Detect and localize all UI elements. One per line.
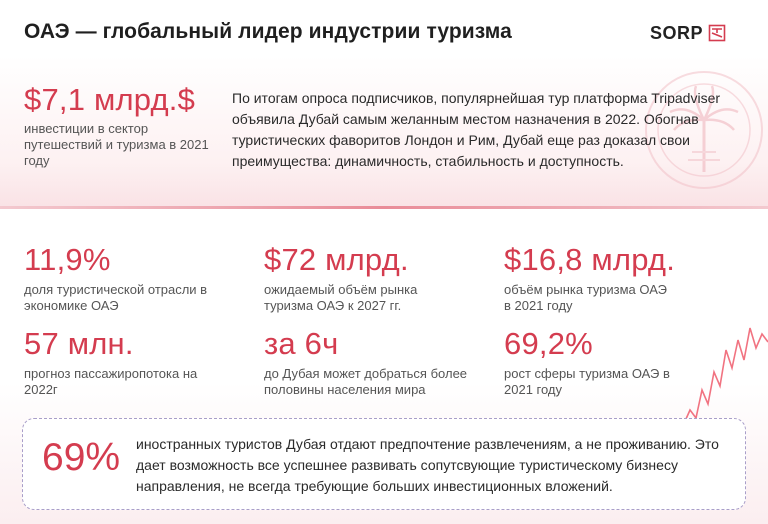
highlight-box — [22, 418, 746, 510]
stat-caption: ожидаемый объём рынка туризма ОАЭ к 2027… — [264, 282, 418, 313]
stat-value: за 6ч — [264, 326, 339, 361]
top-band — [0, 56, 768, 208]
top-value: $7,1 млрд.$ — [24, 82, 196, 117]
brand-logo: SORP — [650, 22, 726, 44]
stat-value: 11,9% — [24, 242, 111, 277]
stat-caption: доля туристической отрасли в экономике О… — [24, 282, 208, 313]
stat-caption: до Дубая может добраться более половины … — [264, 366, 468, 397]
highlight-text: иностранных туристов Дубая отдают предпо… — [136, 436, 719, 494]
top-caption: инвестиции в сектор путешествий и туризм… — [24, 121, 209, 168]
page-title: ОАЭ — глобальный лидер индустрии туризма — [24, 20, 512, 43]
stat-caption: объём рынка туризма ОАЭ в 2021 году — [504, 282, 667, 313]
stat-caption: прогноз пассажиропотока на 2022г — [24, 366, 198, 397]
stat-caption: рост сферы туризма ОАЭ в 2021 году — [504, 366, 670, 397]
intro-text: По итогам опроса подписчиков, популярней… — [232, 90, 721, 169]
highlight-value: 69% — [42, 436, 121, 479]
stat-value: 57 млн. — [24, 326, 134, 361]
sorp-logo-icon — [708, 24, 726, 42]
stat-value: $16,8 млрд. — [504, 242, 676, 277]
trend-line-icon — [681, 327, 768, 429]
stat-value: 69,2% — [504, 326, 593, 361]
logo-text: SORP — [650, 22, 704, 43]
palm-emblem-icon — [645, 71, 763, 189]
stat-value: $72 млрд. — [264, 242, 409, 277]
band-divider — [0, 206, 768, 209]
